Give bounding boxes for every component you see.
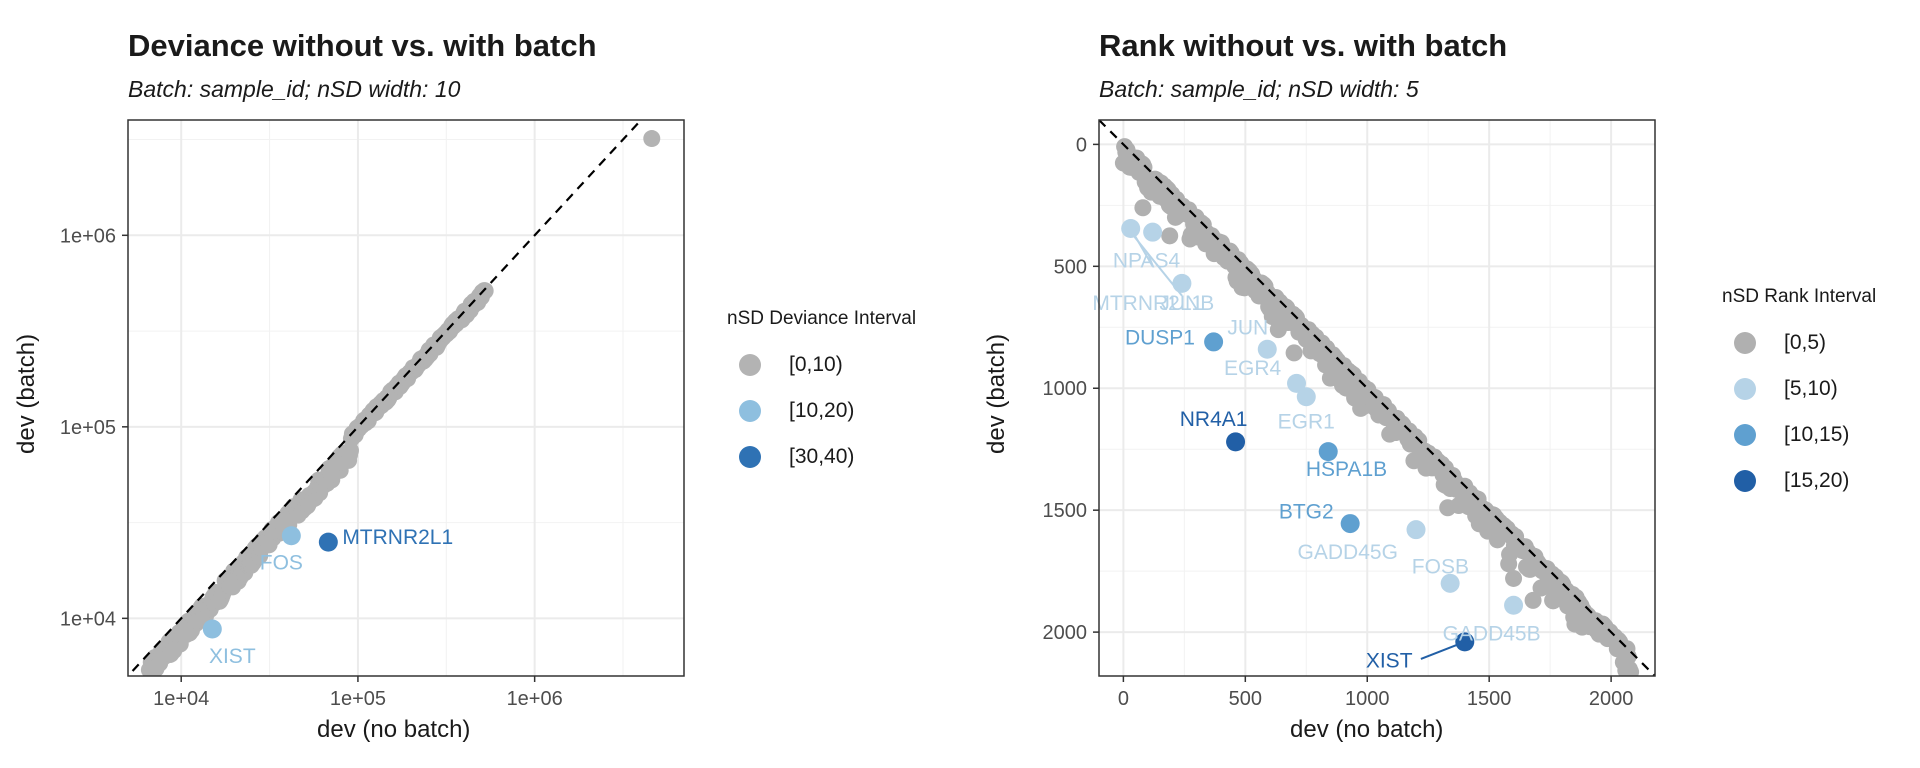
plot-area <box>128 120 684 676</box>
legend-title: nSD Rank Interval <box>1722 286 1877 307</box>
legend: nSD Deviance Interval [0,10) [10,20) [30,4… <box>727 308 916 480</box>
plot-area <box>1099 120 1655 676</box>
y-tick-label: 2000 <box>1043 622 1088 644</box>
x-axis-title: dev (no batch) <box>317 716 471 743</box>
plot-frame <box>127 119 685 677</box>
legend-swatch <box>1734 424 1756 446</box>
point-label: GADD45G <box>1298 541 1398 564</box>
data-point <box>1161 227 1179 245</box>
point-label: XIST <box>209 645 256 668</box>
point-label: JUNB <box>1159 292 1214 315</box>
highlight-point <box>1318 442 1338 462</box>
legend-item: [0,5) <box>1722 320 1876 366</box>
chart-title: Rank without vs. with batch <box>1099 28 1508 63</box>
highlight-point <box>1257 339 1277 359</box>
y-tick-label: 500 <box>1054 256 1087 278</box>
x-tick-label: 2000 <box>1589 688 1634 710</box>
legend-item: [10,20) <box>727 388 916 434</box>
point-label: DUSP1 <box>1125 326 1195 349</box>
point-label: FOS <box>260 552 303 575</box>
legend-swatch <box>1734 470 1756 492</box>
highlight-point <box>1504 595 1524 615</box>
point-label: NPAS4 <box>1113 250 1181 273</box>
legend-item: [30,40) <box>727 434 916 480</box>
point-label: MTRNR2L1 <box>1092 292 1203 315</box>
y-tick-label: 1e+05 <box>60 417 116 439</box>
y-tick-label: 0 <box>1076 134 1087 156</box>
legend-label: [30,40) <box>789 445 855 468</box>
chart-title: Deviance without vs. with batch <box>128 28 597 63</box>
x-tick-label: 1000 <box>1345 688 1390 710</box>
point-label: MTRNR2L1 <box>342 526 453 549</box>
highlight-point <box>281 526 301 546</box>
legend-swatch <box>739 400 761 422</box>
highlight-point <box>1340 514 1360 534</box>
point-label: GADD45B <box>1443 623 1541 646</box>
legend-swatch <box>1734 332 1756 354</box>
point-label: EGR1 <box>1278 410 1335 433</box>
legend-item: [10,15) <box>1722 412 1876 458</box>
legend-label: [10,15) <box>1784 423 1850 446</box>
reference-line <box>1099 120 1655 676</box>
data-point <box>1622 663 1640 676</box>
point-label: BTG2 <box>1279 501 1334 524</box>
data-point <box>1505 569 1523 587</box>
x-tick-label: 1500 <box>1467 688 1512 710</box>
data-point <box>1500 555 1518 573</box>
y-tick-label: 1000 <box>1043 378 1088 400</box>
x-tick-label: 1e+04 <box>153 688 209 710</box>
chart-subtitle: Batch: sample_id; nSD width: 10 <box>128 76 461 102</box>
data-point <box>1524 591 1542 609</box>
highlight-point <box>1455 632 1475 652</box>
legend-swatch <box>739 446 761 468</box>
x-axis-title: dev (no batch) <box>1290 716 1444 743</box>
data-point <box>1134 199 1152 217</box>
highlight-point <box>1287 373 1307 393</box>
x-tick-label: 1e+05 <box>330 688 386 710</box>
point-label: HSPA1B <box>1306 458 1387 481</box>
x-tick-label: 1e+06 <box>507 688 563 710</box>
point-label: NR4A1 <box>1180 408 1248 431</box>
highlight-point <box>1226 432 1246 452</box>
highlight-point <box>202 619 222 639</box>
highlight-point <box>1143 222 1163 242</box>
legend-label: [5,10) <box>1784 377 1838 400</box>
y-tick-label: 1e+06 <box>60 225 116 247</box>
highlight-point <box>1204 332 1224 352</box>
legend-item: [0,10) <box>727 342 916 388</box>
legend-item: [15,20) <box>1722 458 1876 504</box>
legend-item: [5,10) <box>1722 366 1876 412</box>
x-tick-label: 0 <box>1118 688 1129 710</box>
y-tick-label: 1e+04 <box>60 608 116 630</box>
highlight-point <box>1440 573 1460 593</box>
point-label: EGR4 <box>1224 357 1282 380</box>
legend-label: [0,10) <box>789 353 843 376</box>
data-point <box>1285 344 1303 362</box>
legend-label: [15,20) <box>1784 469 1850 492</box>
x-tick-label: 500 <box>1229 688 1262 710</box>
legend-title: nSD Deviance Interval <box>727 308 917 329</box>
legend-label: [0,5) <box>1784 331 1827 354</box>
chart-subtitle: Batch: sample_id; nSD width: 5 <box>1099 76 1419 102</box>
y-tick-label: 1500 <box>1043 500 1088 522</box>
highlight-point <box>1121 219 1141 239</box>
highlight-point <box>318 532 338 552</box>
point-label: JUN <box>1227 317 1268 340</box>
point-label: FOSB <box>1412 556 1469 579</box>
data-point <box>1544 591 1562 609</box>
highlight-point <box>1296 387 1316 407</box>
point-label: XIST <box>1366 649 1413 672</box>
plot-frame <box>1098 119 1656 677</box>
data-point <box>643 130 661 148</box>
highlight-point <box>1406 520 1426 540</box>
legend-swatch <box>1734 378 1756 400</box>
legend: nSD Rank Interval [0,5) [5,10) [10,15) [15,… <box>1722 286 1876 504</box>
data-point <box>1439 499 1457 517</box>
legend-label: [10,20) <box>789 399 855 422</box>
highlight-point <box>1172 273 1192 293</box>
legend-swatch <box>739 354 761 376</box>
